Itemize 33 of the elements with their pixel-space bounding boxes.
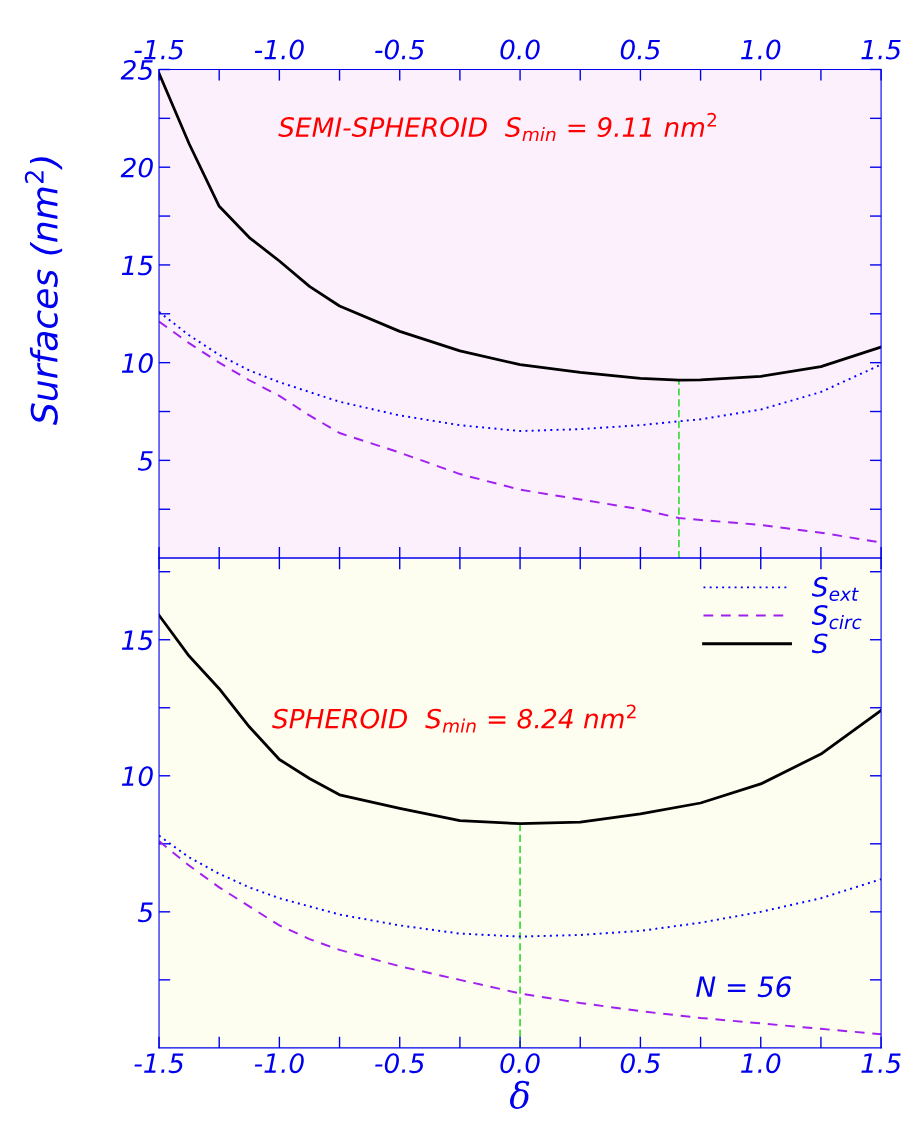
legend-label: S$_{ext}$	[811, 576, 859, 602]
y-axis-title: Surfaces (nm$^{2}$)	[24, 157, 63, 425]
line-series	[159, 310, 882, 433]
x-tick-label: 0.0	[500, 39, 540, 60]
y-tick-label: 5	[137, 451, 153, 471]
x-tick-label: -1.0	[254, 39, 304, 60]
legend-label: S	[811, 633, 828, 654]
y-tick-label: 20	[120, 157, 153, 178]
x-axis-title: δ	[509, 1080, 530, 1110]
x-tick-label: 1.0	[741, 39, 781, 60]
x-tick-label: -1.5	[134, 1053, 184, 1074]
legend-label: S$_{circ}$	[811, 605, 862, 630]
x-tick-label: -1.5	[134, 39, 184, 60]
line-series	[159, 840, 882, 1036]
x-tick-label: 0.5	[620, 1053, 660, 1074]
x-tick-label: 1.5	[861, 1053, 901, 1074]
x-tick-label: 1.0	[741, 1053, 781, 1074]
y-tick-label: 25	[120, 59, 153, 80]
x-tick-label: -0.5	[375, 39, 425, 60]
y-tick-label: 15	[121, 630, 153, 651]
line-series	[159, 72, 882, 382]
x-tick-label: -0.5	[375, 1053, 425, 1074]
x-tick-label: -1.0	[254, 1053, 304, 1074]
x-tick-label: 0.0	[500, 1053, 540, 1074]
annotation: N = 56	[696, 976, 792, 998]
x-tick-label: 0.5	[620, 39, 660, 60]
y-tick-label: 10	[121, 353, 153, 374]
x-tick-label: 1.5	[861, 39, 901, 60]
y-tick-label: 5	[137, 902, 153, 923]
annotation: SEMI-SPHEROID S$_{min}$ = 9.11 nm$^{2}$	[278, 112, 717, 141]
y-tick-label: 10	[121, 766, 153, 787]
annotation: SPHEROID S$_{min}$ = 8.24 nm$^{2}$	[272, 704, 636, 733]
y-tick-label: 15	[121, 255, 153, 276]
